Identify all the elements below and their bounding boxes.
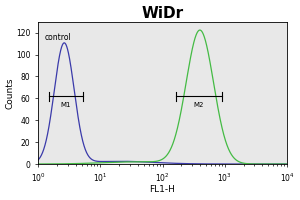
Y-axis label: Counts: Counts bbox=[6, 77, 15, 109]
Text: M1: M1 bbox=[61, 102, 71, 108]
Text: M2: M2 bbox=[194, 102, 204, 108]
Text: control: control bbox=[44, 33, 71, 42]
X-axis label: FL1-H: FL1-H bbox=[150, 185, 175, 194]
Title: WiDr: WiDr bbox=[142, 6, 184, 21]
